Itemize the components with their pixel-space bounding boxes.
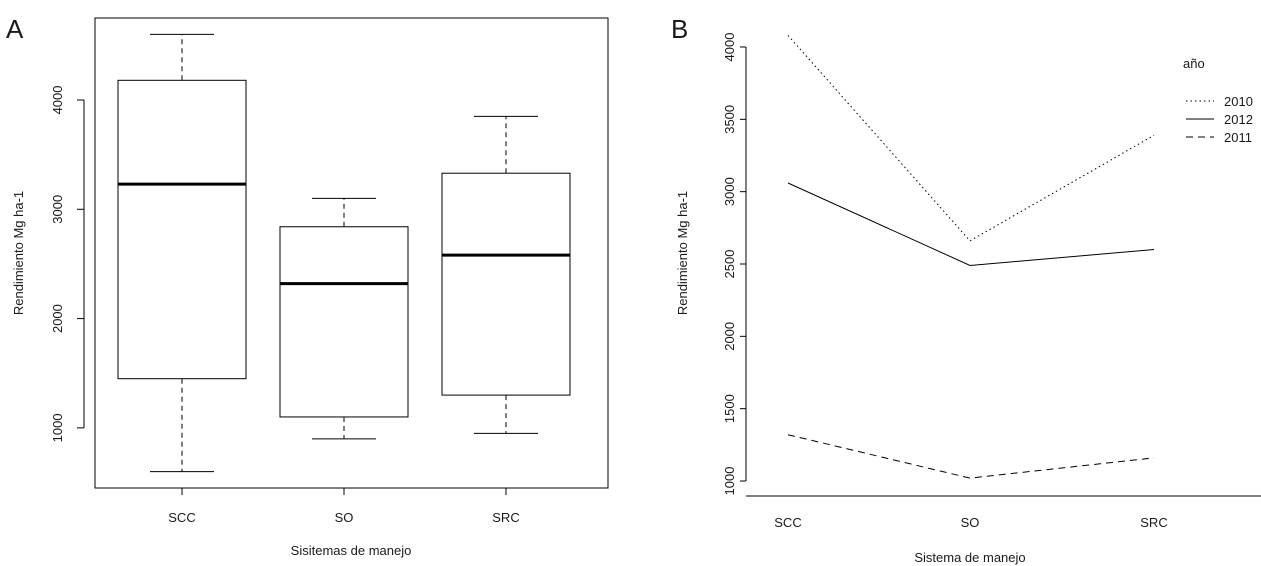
series-lines-b — [787, 35, 1155, 479]
x-tick-label: SRC — [1140, 515, 1167, 530]
legend-label-2011: 2011 — [1224, 130, 1252, 145]
box-so — [279, 197, 409, 440]
y-tick-label: 4000 — [50, 86, 65, 115]
legend-title: año — [1183, 56, 1205, 71]
x-tick-label: SCC — [774, 515, 801, 530]
y-tick-label: 4000 — [722, 33, 737, 62]
panel-label-a: A — [6, 14, 24, 44]
y-axis-title-a: Rendimiento Mg ha-1 — [11, 191, 26, 315]
box-iqr — [117, 79, 247, 380]
x-tick-label: SO — [335, 510, 354, 525]
x-axis-title-b: Sistema de manejo — [914, 550, 1025, 565]
panel-label-b: B — [671, 14, 688, 44]
x-tick-label: SO — [961, 515, 980, 530]
y-tick-label: 3500 — [722, 105, 737, 134]
y-tick-label: 3000 — [50, 195, 65, 224]
y-tick-label: 1000 — [722, 467, 737, 496]
x-axis-title-a: Sisitemas de manejo — [291, 543, 412, 558]
y-tick-label: 3000 — [722, 177, 737, 206]
x-tick-labels-b: SCC SO SRC — [774, 515, 1167, 530]
plot-frame-a — [94, 17, 609, 489]
boxplot-panel: A 1000 2000 3000 4000 SCC SO SRC Sisitemas de… — [6, 14, 609, 558]
series-line-2010 — [787, 35, 1155, 242]
legend-label-2010: 2010 — [1224, 94, 1253, 109]
legend-b: año 2010 2012 2011 — [1183, 56, 1253, 145]
y-tick-label: 2000 — [50, 304, 65, 333]
legend-label-2012: 2012 — [1224, 112, 1253, 127]
y-ticks-b: 1000 1500 2000 2500 3000 3500 4000 — [722, 33, 746, 496]
x-tick-label: SCC — [168, 510, 195, 525]
box-iqr — [441, 172, 571, 396]
y-tick-label: 1000 — [50, 413, 65, 442]
series-line-2011 — [787, 434, 1155, 479]
y-axis-title-b: Rendimiento Mg ha-1 — [675, 191, 690, 315]
box-scc — [117, 33, 247, 473]
x-tick-label: SRC — [492, 510, 519, 525]
y-tick-label: 2500 — [722, 250, 737, 279]
y-tick-label: 2000 — [722, 322, 737, 351]
boxes-a — [117, 33, 571, 473]
series-line-2012 — [787, 182, 1155, 266]
y-ticks-a: 1000 2000 3000 4000 — [50, 86, 84, 442]
box-src — [441, 115, 571, 434]
box-iqr — [279, 226, 409, 418]
y-tick-label: 1500 — [722, 394, 737, 423]
x-ticks-a: SCC SO SRC — [168, 488, 520, 525]
